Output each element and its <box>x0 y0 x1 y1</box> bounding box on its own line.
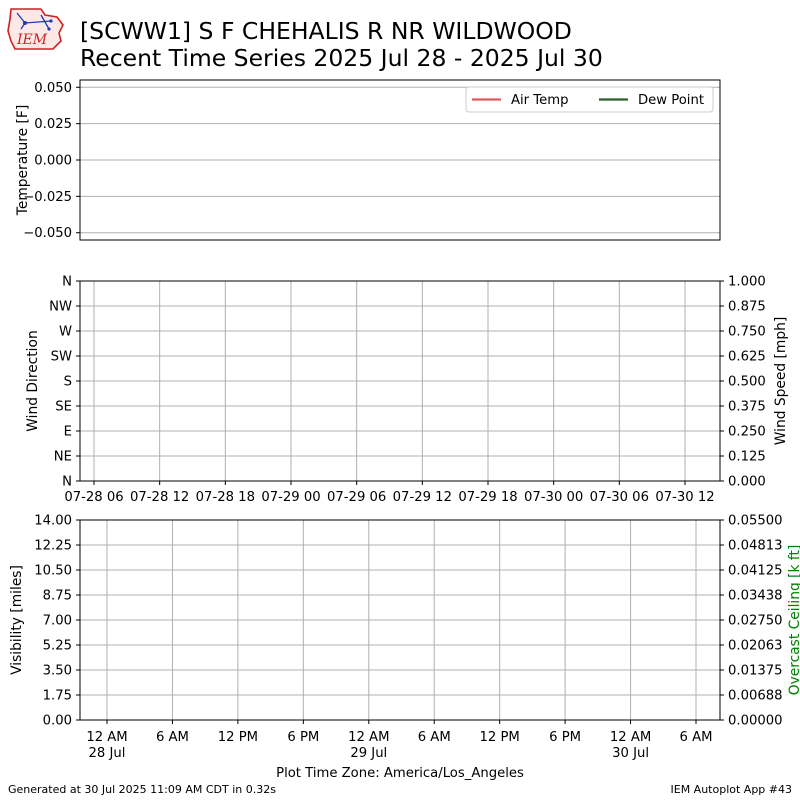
wind-speed-label: 0.875 <box>728 300 766 315</box>
wind-xtick-label: 07-29 18 <box>458 490 517 505</box>
wind-dir-label: SW <box>51 350 72 365</box>
vis-xtick-label: 6 AM <box>418 730 451 745</box>
wind-xtick-label: 07-30 06 <box>590 490 649 505</box>
vis-xtick-label: 6 AM <box>680 730 713 745</box>
vis-ytick-label: 0.00 <box>43 714 72 729</box>
wind-panel-frame <box>79 280 721 482</box>
temp-ytick-label: 0.000 <box>34 154 72 169</box>
vis-xtick-label: 6 AM <box>156 730 189 745</box>
wind-dir-label: SE <box>55 400 72 415</box>
footer-generated-text: Generated at 30 Jul 2025 11:09 AM CDT in… <box>8 783 276 796</box>
ceiling-ytick-label: 0.00688 <box>728 689 783 704</box>
ceiling-ytick-label: 0.05500 <box>728 514 783 529</box>
temp-ytick-label: 0.050 <box>34 81 72 96</box>
vis-xtick-label: 12 PM <box>218 730 258 745</box>
wind-speed-label: 0.500 <box>728 375 766 390</box>
iem-logo: IEM <box>7 8 64 50</box>
wind-dir-label: N <box>62 475 72 490</box>
ceiling-ytick-label: 0.01375 <box>728 664 783 679</box>
temp-ylabel: Temperature [F] <box>15 105 31 216</box>
wind-dir-label: N <box>62 275 72 290</box>
wind-dir-label: S <box>64 375 72 390</box>
vis-ytick-label: 14.00 <box>34 514 72 529</box>
wind-xtick-label: 07-28 18 <box>196 490 255 505</box>
vis-xtick-sublabel: 30 Jul <box>612 746 649 761</box>
vis-ylabel: Visibility [miles] <box>9 565 25 675</box>
wind-dir-label: NW <box>49 300 72 315</box>
vis-panel-frame <box>79 519 721 721</box>
ceiling-ytick-label: 0.00000 <box>728 714 783 729</box>
vis-xtick-sublabel: 28 Jul <box>89 746 126 761</box>
vis-ytick-label: 1.75 <box>43 689 72 704</box>
ceiling-ytick-label: 0.02063 <box>728 639 783 654</box>
vis-ytick-label: 5.25 <box>43 639 72 654</box>
legend-label-air-temp: Air Temp <box>511 93 568 108</box>
xaxis-label: Plot Time Zone: America/Los_Angeles <box>276 766 524 781</box>
vis-xtick-label: 12 PM <box>480 730 520 745</box>
vis-ytick-label: 3.50 <box>43 664 72 679</box>
vis-ytick-label: 8.75 <box>43 589 72 604</box>
vis-xtick-label: 6 PM <box>549 730 581 745</box>
ceiling-ylabel: Overcast Ceiling [k ft] <box>787 545 800 696</box>
wind-speed-label: 0.125 <box>728 450 766 465</box>
temp-panel-frame <box>79 79 721 241</box>
wind-xtick-label: 07-29 12 <box>393 490 452 505</box>
vis-xtick-label: 12 AM <box>610 730 651 745</box>
ceiling-ytick-label: 0.03438 <box>728 589 783 604</box>
wind-speed-label: 0.750 <box>728 325 766 340</box>
vis-xtick-label: 6 PM <box>287 730 319 745</box>
chart-title-line1: [SCWW1] S F CHEHALIS R NR WILDWOOD <box>80 17 572 45</box>
vis-ytick-label: 7.00 <box>43 614 72 629</box>
wind-xtick-label: 07-28 12 <box>130 490 189 505</box>
ceiling-ytick-label: 0.02750 <box>728 614 783 629</box>
legend-label-dew-point: Dew Point <box>638 93 704 108</box>
ceiling-ytick-label: 0.04125 <box>728 564 783 579</box>
vis-xtick-sublabel: 29 Jul <box>350 746 387 761</box>
wind-speed-label: 0.625 <box>728 350 766 365</box>
chart-title-line2: Recent Time Series 2025 Jul 28 - 2025 Ju… <box>80 44 603 72</box>
wind-dir-label: W <box>59 325 72 340</box>
wind-speed-label: 1.000 <box>728 275 766 290</box>
wind-dir-label: NE <box>54 450 72 465</box>
wind-xtick-label: 07-28 06 <box>64 490 123 505</box>
ceiling-ytick-label: 0.04813 <box>728 539 783 554</box>
wind-dir-ylabel: Wind Direction <box>25 330 41 431</box>
wind-dir-label: E <box>64 425 72 440</box>
vis-xtick-label: 12 AM <box>86 730 127 745</box>
legend-box <box>465 86 714 113</box>
wind-xtick-label: 07-30 00 <box>524 490 583 505</box>
wind-xtick-label: 07-29 00 <box>261 490 320 505</box>
wind-xtick-label: 07-30 12 <box>655 490 714 505</box>
temp-ytick-label: 0.025 <box>34 117 72 132</box>
wind-speed-label: 0.000 <box>728 475 766 490</box>
vis-ytick-label: 10.50 <box>34 564 72 579</box>
wind-speed-ylabel: Wind Speed [mph] <box>773 317 789 445</box>
temp-ytick-label: −0.025 <box>23 190 72 205</box>
vis-ytick-label: 12.25 <box>34 539 72 554</box>
wind-xtick-label: 07-29 06 <box>327 490 386 505</box>
vis-xtick-label: 12 AM <box>348 730 389 745</box>
temp-ytick-label: −0.050 <box>23 226 72 241</box>
footer-app-text: IEM Autoplot App #43 <box>670 783 793 796</box>
wind-speed-label: 0.375 <box>728 400 766 415</box>
wind-speed-label: 0.250 <box>728 425 766 440</box>
logo-text: IEM <box>16 32 48 48</box>
